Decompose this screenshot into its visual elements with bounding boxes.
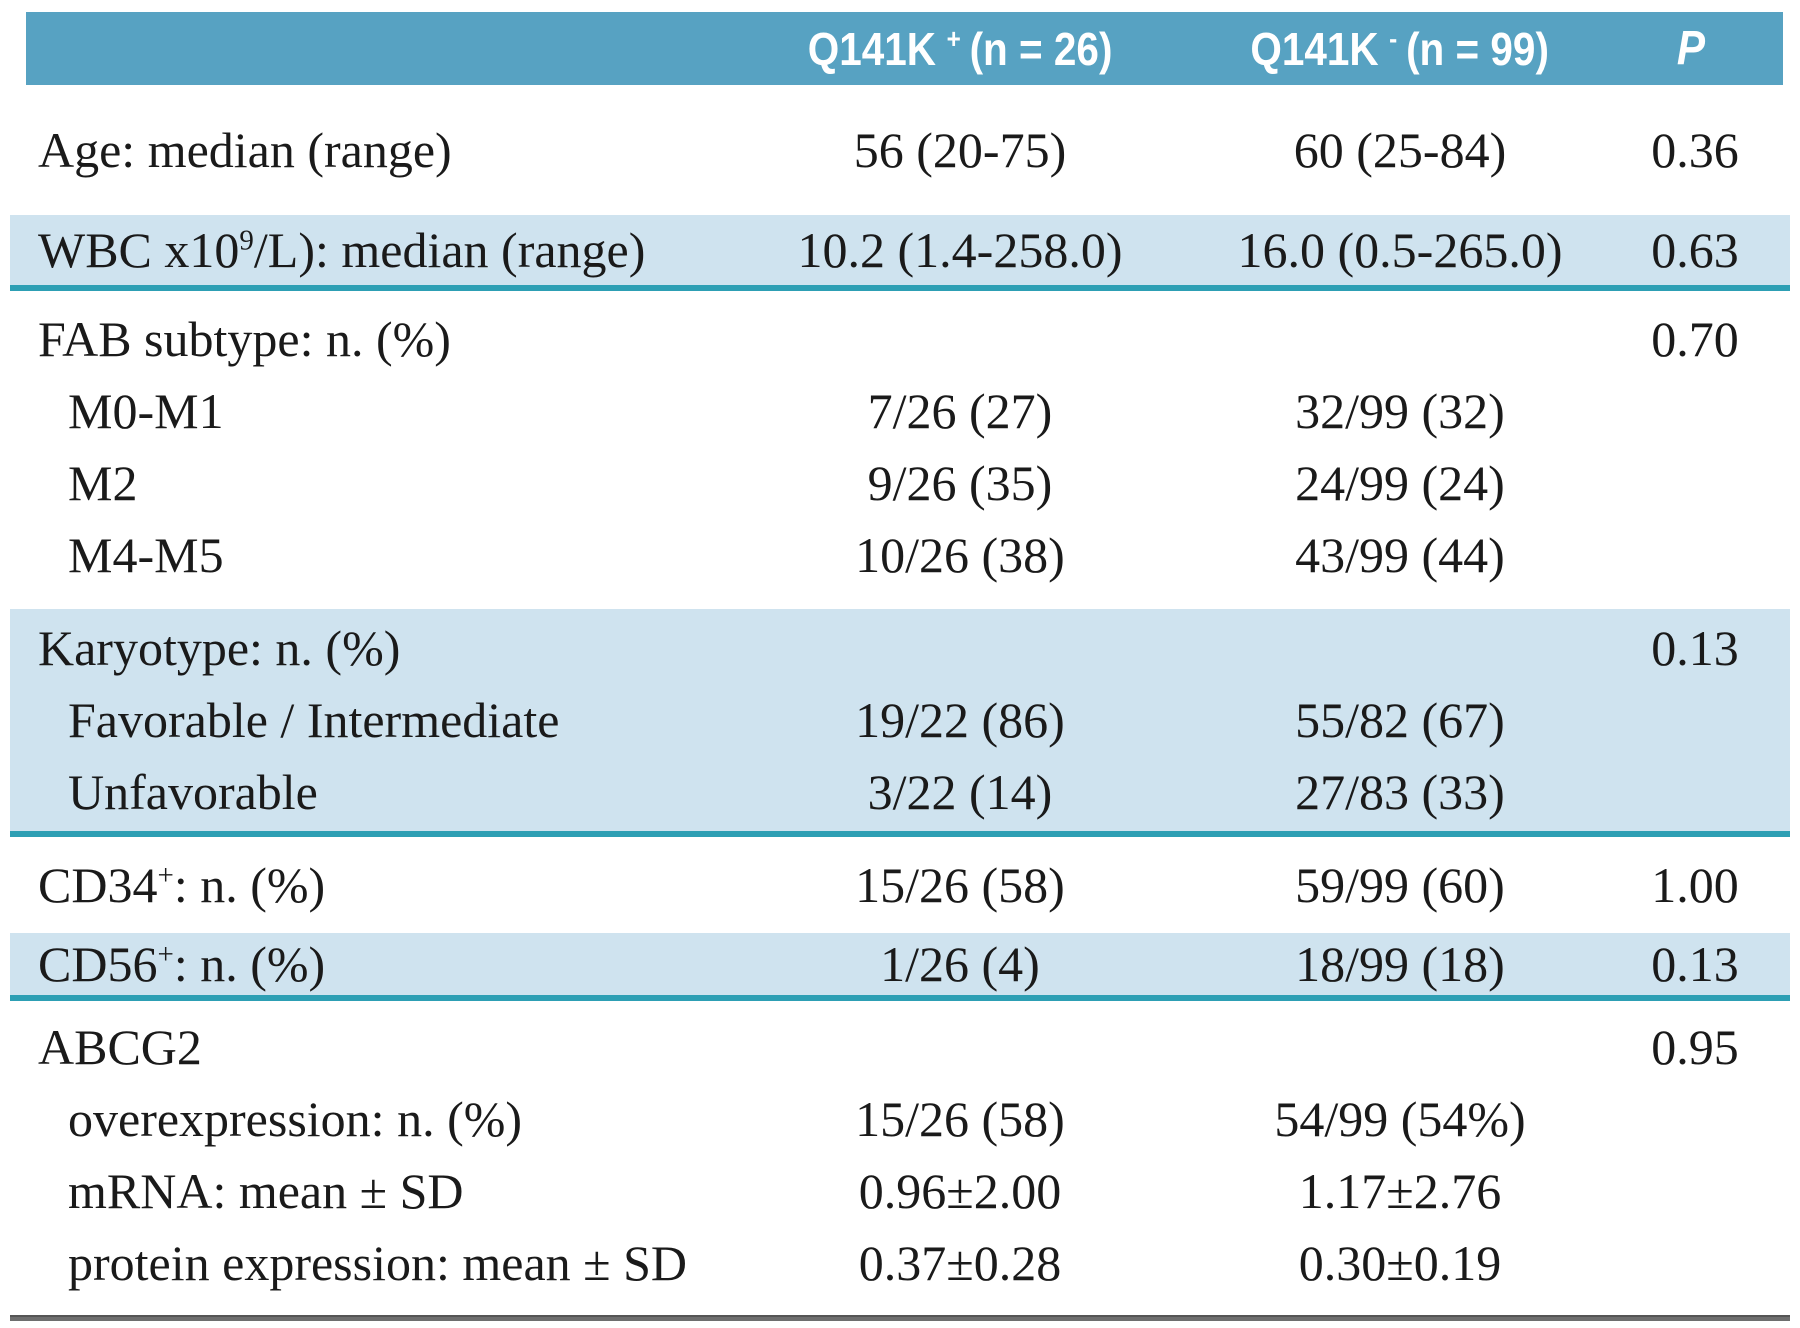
cd34-qneg-value: 59/99 (60) xyxy=(1295,857,1505,913)
header-q141k-negative: Q141K - (n = 99) xyxy=(1200,22,1600,76)
table-row: Favorable / Intermediate 19/22 (86) 55/8… xyxy=(10,684,1790,756)
table-bottom-rule xyxy=(10,1315,1790,1321)
gene-name: Q141K xyxy=(807,22,936,75)
karyotype-item-label: Favorable / Intermediate xyxy=(68,692,560,748)
fab-item-qpos: 7/26 (27) xyxy=(867,383,1053,439)
header-q141k-positive: Q141K + (n = 26) xyxy=(720,22,1200,76)
cd34-label-post: : n. (%) xyxy=(173,857,326,913)
cd34-qpos-value: 15/26 (58) xyxy=(855,857,1065,913)
cd56-qneg-value: 18/99 (18) xyxy=(1295,936,1505,992)
wbc-qneg-value: 16.0 (0.5-265.0) xyxy=(1237,222,1563,278)
wbc-label: WBC x109/L): median (range) xyxy=(10,221,720,279)
table-row: mRNA: mean ± SD 0.96±2.00 1.17±2.76 xyxy=(10,1155,1790,1227)
abcg2-item-label: protein expression: mean ± SD xyxy=(68,1235,687,1291)
cd34-label-pre: CD34 xyxy=(38,857,158,913)
fab-item-label: M4-M5 xyxy=(68,527,224,583)
karyotype-label: Karyotype: n. (%) xyxy=(38,620,401,676)
fab-item-qpos: 9/26 (35) xyxy=(867,455,1053,511)
fab-label: FAB subtype: n. (%) xyxy=(38,311,451,367)
header-q141k-negative-label: Q141K - (n = 99) xyxy=(1251,22,1550,76)
abcg2-item-qneg: 54/99 (54%) xyxy=(1274,1091,1526,1147)
abcg2-header-line: ABCG2 0.95 xyxy=(10,1011,1790,1083)
table-row: protein expression: mean ± SD 0.37±0.28 … xyxy=(10,1227,1790,1299)
fab-item-qneg: 24/99 (24) xyxy=(1295,455,1505,511)
fab-item-label: M2 xyxy=(68,455,138,511)
cd56-label: CD56+: n. (%) xyxy=(10,935,720,993)
row-wbc: WBC x109/L): median (range) 10.2 (1.4-25… xyxy=(10,215,1790,291)
karyotype-item-qneg: 55/82 (67) xyxy=(1295,692,1505,748)
abcg2-item-label: overexpression: n. (%) xyxy=(68,1091,523,1147)
abcg2-item-qpos: 15/26 (58) xyxy=(855,1091,1065,1147)
wbc-p-value: 0.63 xyxy=(1651,222,1739,278)
cd34-p-value: 1.00 xyxy=(1651,857,1739,913)
fab-item-qneg: 32/99 (32) xyxy=(1295,383,1505,439)
wbc-label-post: /L): median (range) xyxy=(253,222,646,278)
table-row: M4-M5 10/26 (38) 43/99 (44) xyxy=(10,519,1790,591)
fab-item-qpos: 10/26 (38) xyxy=(855,527,1065,583)
section-abcg2: ABCG2 0.95 overexpression: n. (%) 15/26 … xyxy=(10,1001,1790,1299)
row-cd56: CD56+: n. (%) 1/26 (4) 18/99 (18) 0.13 xyxy=(10,933,1790,1001)
row-age: Age: median (range) 56 (20-75) 60 (25-84… xyxy=(10,85,1790,215)
header-p-value: P xyxy=(1600,21,1783,76)
karyotype-item-qneg: 27/83 (33) xyxy=(1295,764,1505,820)
cd34-label: CD34+: n. (%) xyxy=(10,856,720,914)
row-cd34: CD34+: n. (%) 15/26 (58) 59/99 (60) 1.00 xyxy=(10,837,1790,933)
karyotype-item-label: Unfavorable xyxy=(68,764,318,820)
fab-item-label: M0-M1 xyxy=(68,383,224,439)
karyotype-header-line: Karyotype: n. (%) 0.13 xyxy=(10,612,1790,684)
plus-superscript: + xyxy=(157,938,174,971)
age-label: Age: median (range) xyxy=(38,122,452,178)
section-fab: FAB subtype: n. (%) 0.70 M0-M1 7/26 (27)… xyxy=(10,291,1790,609)
minus-superscript: - xyxy=(1389,23,1398,55)
cd56-p-value: 0.13 xyxy=(1651,936,1739,992)
plus-superscript: + xyxy=(946,23,961,55)
abcg2-label: ABCG2 xyxy=(38,1019,202,1075)
group-n: (n = 26) xyxy=(969,22,1113,75)
cd56-qpos-value: 1/26 (4) xyxy=(880,936,1040,992)
fab-header-line: FAB subtype: n. (%) 0.70 xyxy=(10,303,1790,375)
gene-name: Q141K xyxy=(1250,22,1379,75)
karyotype-p-value: 0.13 xyxy=(1651,620,1739,676)
table-row: M2 9/26 (35) 24/99 (24) xyxy=(10,447,1790,519)
fab-p-value: 0.70 xyxy=(1651,311,1739,367)
wbc-label-pre: WBC x10 xyxy=(38,222,240,278)
abcg2-item-qneg: 0.30±0.19 xyxy=(1298,1235,1502,1291)
header-q141k-positive-label: Q141K + (n = 26) xyxy=(808,22,1113,76)
abcg2-item-qpos: 0.37±0.28 xyxy=(858,1235,1062,1291)
abcg2-item-qpos: 0.96±2.00 xyxy=(858,1163,1062,1219)
table-row: Unfavorable 3/22 (14) 27/83 (33) xyxy=(10,756,1790,828)
cd56-label-pre: CD56 xyxy=(38,936,158,992)
age-qpos-value: 56 (20-75) xyxy=(853,122,1067,178)
age-qneg-value: 60 (25-84) xyxy=(1293,122,1507,178)
abcg2-item-label: mRNA: mean ± SD xyxy=(68,1163,464,1219)
cd56-label-post: : n. (%) xyxy=(173,936,326,992)
p-label: P xyxy=(1677,22,1706,75)
wbc-qpos-value: 10.2 (1.4-258.0) xyxy=(797,222,1123,278)
table-header-row: Q141K + (n = 26) Q141K - (n = 99) P xyxy=(26,12,1783,85)
abcg2-p-value: 0.95 xyxy=(1651,1019,1739,1075)
group-n: (n = 99) xyxy=(1406,22,1550,75)
abcg2-item-qneg: 1.17±2.76 xyxy=(1298,1163,1502,1219)
karyotype-item-qpos: 19/22 (86) xyxy=(855,692,1065,748)
age-p-value: 0.36 xyxy=(1651,122,1739,178)
exponent-superscript: 9 xyxy=(239,224,254,257)
karyotype-item-qpos: 3/22 (14) xyxy=(867,764,1053,820)
section-karyotype: Karyotype: n. (%) 0.13 Favorable / Inter… xyxy=(10,609,1790,837)
table-row: M0-M1 7/26 (27) 32/99 (32) xyxy=(10,375,1790,447)
table-row: overexpression: n. (%) 15/26 (58) 54/99 … xyxy=(10,1083,1790,1155)
fab-item-qneg: 43/99 (44) xyxy=(1295,527,1505,583)
plus-superscript: + xyxy=(157,859,174,892)
